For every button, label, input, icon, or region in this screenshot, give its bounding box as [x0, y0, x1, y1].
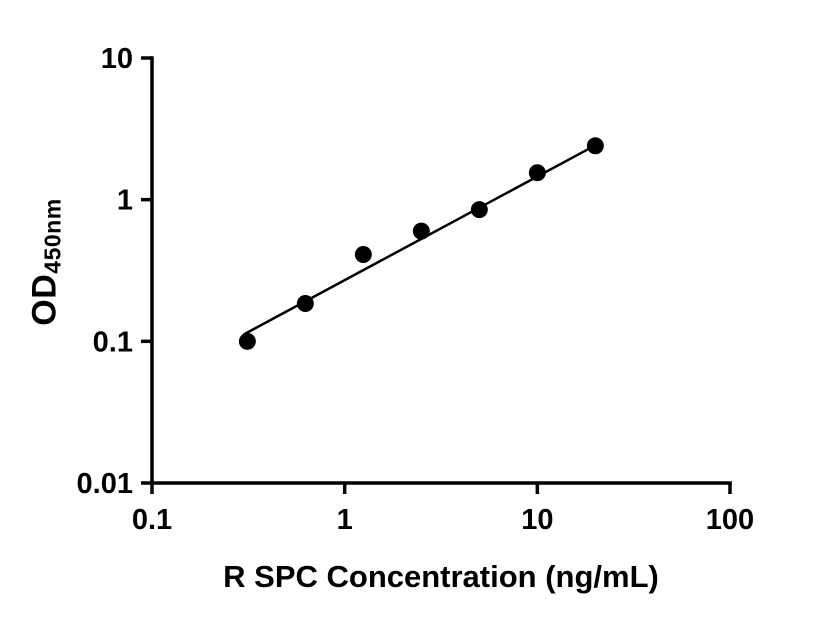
- data-point: [296, 294, 314, 312]
- data-point: [238, 332, 256, 350]
- y-axis-label: OD450nm: [25, 198, 66, 325]
- x-tick-label: 10: [521, 504, 553, 536]
- y-tick-label: 10: [101, 43, 133, 75]
- data-point: [470, 201, 488, 219]
- y-tick-label: 1: [117, 185, 133, 217]
- x-tick-label: 100: [706, 504, 754, 536]
- x-tick-label: 0.1: [132, 504, 172, 536]
- data-point: [354, 246, 372, 264]
- data-point: [412, 222, 430, 240]
- y-axis-label-main: OD: [25, 273, 64, 326]
- data-point: [586, 137, 604, 155]
- data-point: [528, 164, 546, 182]
- y-tick-label: 0.1: [93, 326, 133, 358]
- y-axis-label-sub: 450nm: [39, 198, 66, 274]
- x-tick-label: 1: [337, 504, 353, 536]
- y-tick-label: 0.01: [77, 468, 133, 500]
- x-axis-label: R SPC Concentration (ng/mL): [223, 559, 659, 594]
